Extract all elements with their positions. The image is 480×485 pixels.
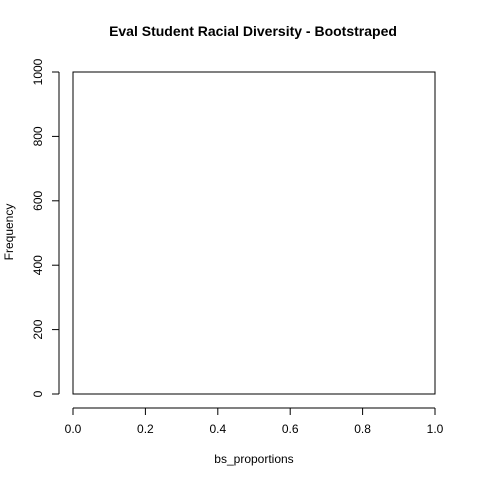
x-axis-label: bs_proportions: [214, 452, 293, 466]
y-axis-tick-labels: 0 200 400 600 800 1000: [31, 58, 45, 397]
plot-area-frame: [72, 71, 436, 395]
x-tick-label-0: 0.0: [65, 422, 82, 436]
chart-title: Eval Student Racial Diversity - Bootstra…: [109, 23, 397, 39]
y-tick-label-4: 800: [31, 126, 45, 146]
y-tick-label-0: 0: [31, 390, 45, 397]
y-tick-label-5: 1000: [31, 58, 45, 85]
x-tick-label-3: 0.6: [282, 422, 299, 436]
x-axis-tick-labels: 0.0 0.2 0.4 0.6 0.8 1.0: [65, 422, 444, 436]
y-axis-label: Frequency: [2, 204, 16, 261]
x-tick-label-5: 1.0: [427, 422, 444, 436]
y-tick-label-2: 400: [31, 255, 45, 275]
x-axis-ticks: [72, 408, 436, 415]
x-tick-label-2: 0.4: [209, 422, 226, 436]
x-tick-label-4: 0.8: [354, 422, 371, 436]
y-axis-ticks: [52, 71, 59, 395]
y-tick-label-1: 200: [31, 319, 45, 339]
x-tick-label-1: 0.2: [137, 422, 154, 436]
y-tick-label-3: 600: [31, 190, 45, 210]
